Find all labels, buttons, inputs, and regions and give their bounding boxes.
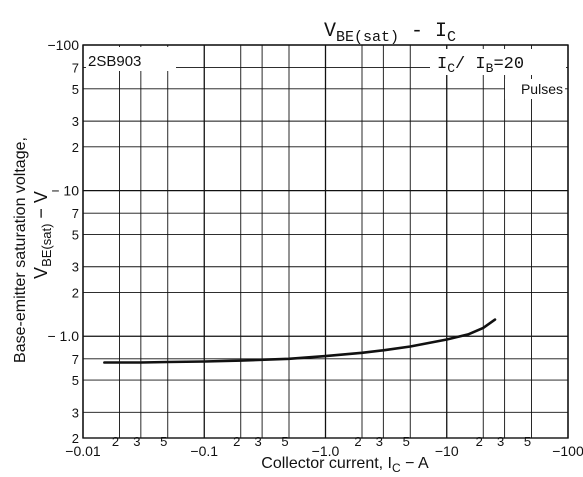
x-tick-label: −0.1 bbox=[190, 443, 218, 459]
y-tick-label: − 1.0 bbox=[47, 328, 79, 344]
vbe-sat-curve bbox=[104, 320, 495, 363]
y-tick-label: − 10 bbox=[51, 183, 79, 199]
x-tick-label: −1.0 bbox=[312, 443, 340, 459]
y-tick-label: 5 bbox=[72, 227, 79, 242]
x-tick-label: 2 bbox=[233, 434, 240, 449]
x-tick-label: −10 bbox=[435, 443, 459, 459]
y-tick-label: 5 bbox=[72, 373, 79, 388]
y-tick-label: 7 bbox=[72, 352, 79, 367]
y-tick-label: 3 bbox=[72, 405, 79, 420]
y-tick-label: −100 bbox=[47, 37, 79, 53]
y-tick-label: 2 bbox=[72, 140, 79, 155]
y-tick-label: 3 bbox=[72, 260, 79, 275]
x-tick-label: 5 bbox=[403, 434, 410, 449]
x-axis-label: Collector current, IC − A bbox=[261, 455, 429, 472]
y-tick-label: 3 bbox=[72, 114, 79, 129]
y-tick-label: 5 bbox=[72, 82, 79, 97]
x-tick-label: 2 bbox=[354, 434, 361, 449]
y-axis-label-line1: Base-emitter saturation voltage, bbox=[12, 137, 29, 363]
x-tick-label: 3 bbox=[133, 434, 140, 449]
x-tick-label: 2 bbox=[476, 434, 483, 449]
x-tick-label: −100 bbox=[552, 443, 583, 459]
y-tick-label: 2 bbox=[72, 285, 79, 300]
x-tick-label: 5 bbox=[524, 434, 531, 449]
series bbox=[104, 320, 495, 363]
y-tick-label: 2 bbox=[72, 431, 79, 446]
x-tick-label: 3 bbox=[254, 434, 261, 449]
x-tick-label: 2 bbox=[112, 434, 119, 449]
x-tick-label: 5 bbox=[160, 434, 167, 449]
y-tick-label: 7 bbox=[72, 61, 79, 76]
y-tick-label: 7 bbox=[72, 206, 79, 221]
x-tick-label: 5 bbox=[281, 434, 288, 449]
model-label: 2SB903 bbox=[88, 53, 141, 70]
pulses-note: Pulses bbox=[521, 81, 563, 97]
y-axis-label-line2: VBE(sat) − V bbox=[31, 191, 54, 279]
x-tick-label: 3 bbox=[497, 434, 504, 449]
grid bbox=[83, 45, 568, 438]
chart-title: VBE(sat) - IC bbox=[324, 20, 456, 46]
x-tick-label: −0.01 bbox=[65, 443, 101, 459]
x-tick-label: 3 bbox=[376, 434, 383, 449]
